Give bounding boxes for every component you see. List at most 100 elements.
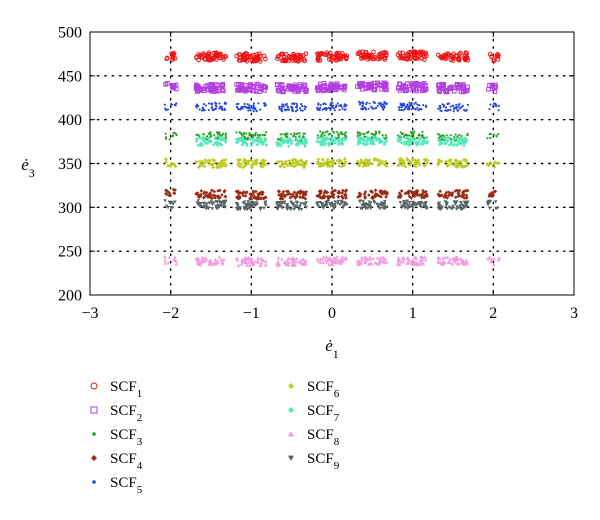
data-point-marker	[403, 56, 409, 62]
data-point-marker	[262, 206, 266, 210]
data-point-marker	[288, 163, 293, 168]
data-point-marker	[224, 135, 227, 138]
data-point-marker	[298, 204, 302, 208]
data-point-marker	[337, 134, 341, 137]
data-point-marker	[491, 57, 497, 62]
data-point-marker	[421, 262, 426, 266]
data-point-marker	[279, 205, 284, 209]
data-point-marker	[407, 194, 412, 199]
data-point-marker	[421, 188, 425, 193]
data-point-marker	[325, 259, 330, 263]
data-point-marker	[359, 82, 364, 88]
data-point-marker	[260, 192, 265, 197]
x-tick-labels: −3 −2 −1 0 1 2 3	[81, 305, 578, 322]
data-point-marker	[448, 53, 454, 58]
data-point-marker	[198, 87, 204, 92]
data-point-marker	[423, 202, 428, 206]
data-point-marker	[250, 261, 255, 265]
data-point-marker	[486, 201, 491, 205]
data-point-marker	[385, 103, 388, 106]
data-point-marker	[304, 159, 308, 164]
data-point-marker	[408, 101, 411, 104]
data-point-marker	[414, 101, 417, 104]
data-point-marker	[420, 257, 425, 261]
data-point-marker	[445, 139, 450, 143]
data-point-marker	[297, 159, 302, 163]
legend-marker	[90, 406, 98, 414]
data-point-marker	[464, 158, 468, 162]
data-point-marker	[302, 82, 308, 88]
data-point-marker	[369, 189, 373, 194]
data-point-marker	[340, 191, 345, 195]
data-point-marker	[239, 262, 244, 266]
data-point-marker	[440, 256, 445, 260]
data-point-marker	[371, 49, 376, 55]
data-point-marker	[326, 196, 331, 200]
data-point-marker	[202, 139, 206, 144]
data-point-marker	[304, 161, 308, 166]
data-point-marker	[343, 202, 348, 207]
data-point-marker	[409, 104, 412, 108]
data-point-marker	[259, 190, 263, 195]
data-point-marker	[280, 86, 285, 92]
data-point-marker	[316, 259, 320, 263]
data-point-marker	[403, 107, 406, 110]
data-point-marker	[258, 134, 261, 137]
data-point-marker	[357, 135, 362, 140]
data-point-marker	[459, 160, 463, 164]
legend-marker-shape	[92, 480, 96, 484]
data-point-marker	[299, 158, 304, 162]
data-point-marker	[371, 107, 374, 110]
data-point-marker	[365, 135, 369, 140]
x-tick-label: −3	[81, 305, 98, 322]
data-point-marker	[333, 135, 338, 140]
data-point-marker	[415, 136, 418, 140]
data-point-marker	[453, 136, 458, 141]
data-point-marker	[423, 159, 427, 163]
data-point-marker	[207, 262, 212, 266]
data-point-marker	[415, 189, 420, 193]
data-point-marker	[208, 191, 213, 195]
data-point-marker	[489, 259, 493, 264]
data-point-marker	[247, 106, 250, 110]
data-point	[358, 100, 388, 111]
data-point-marker	[292, 109, 295, 113]
data-point-marker	[303, 192, 308, 197]
data-point-marker	[411, 258, 415, 262]
data-point-marker	[174, 262, 179, 266]
data-point-marker	[256, 137, 260, 142]
data-point-marker	[234, 195, 239, 200]
data-point-marker	[450, 207, 455, 211]
data-point-marker	[418, 51, 423, 57]
data-point-marker	[296, 140, 301, 145]
data-point-marker	[407, 258, 411, 262]
data-point-marker	[258, 139, 263, 144]
data-point-marker	[331, 189, 336, 193]
data-point-marker	[342, 53, 348, 59]
data-point-marker	[437, 138, 441, 142]
data-point-marker	[257, 59, 263, 64]
data-point-marker	[245, 132, 248, 135]
data-point-marker	[497, 161, 501, 166]
data-point-marker	[274, 142, 279, 146]
data-point-marker	[203, 158, 208, 162]
data-point-marker	[253, 159, 257, 163]
data-point-marker	[236, 204, 240, 208]
data-point-marker	[255, 142, 260, 147]
data-point-marker	[442, 260, 447, 264]
data-point-marker	[444, 194, 448, 198]
data-point-marker	[203, 141, 208, 145]
data-point-marker	[412, 52, 418, 58]
data-point-marker	[215, 142, 219, 147]
data-point-marker	[199, 202, 203, 206]
data-point-marker	[420, 139, 425, 144]
data-point-marker	[418, 134, 421, 137]
data-point-marker	[333, 259, 337, 263]
data-point-marker	[457, 106, 460, 109]
data-point-marker	[203, 193, 208, 198]
data-point-marker	[171, 134, 175, 137]
data-point-marker	[410, 101, 413, 104]
data-point-marker	[235, 258, 240, 262]
data-point-marker	[423, 82, 428, 88]
data-point-marker	[325, 159, 329, 164]
